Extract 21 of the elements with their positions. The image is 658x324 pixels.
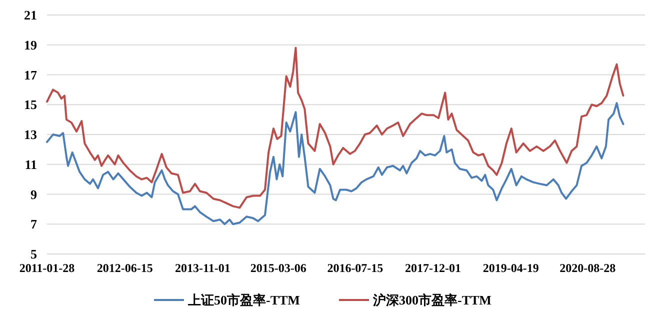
- y-tick-label: 21: [24, 8, 37, 23]
- legend-label: 沪深300市盈率-TTM: [372, 292, 492, 308]
- x-tick-label: 2019-04-19: [482, 261, 539, 275]
- y-tick-label: 9: [30, 186, 38, 202]
- x-tick-label: 2015-03-06: [250, 261, 306, 275]
- x-tick-label: 2016-07-15: [327, 261, 384, 275]
- x-tick-label: 2020-08-28: [560, 261, 616, 275]
- x-tick-label: 2011-01-28: [19, 261, 75, 275]
- x-tick-label: 2012-06-15: [96, 261, 153, 275]
- y-tick-label: 5: [30, 246, 38, 262]
- line-series: [46, 46, 624, 209]
- x-tick-label: 2017-12-01: [405, 261, 462, 275]
- line-series: [46, 102, 624, 226]
- y-tick-label: 17: [24, 67, 38, 82]
- legend-label: 上证50市盈率-TTM: [187, 292, 300, 308]
- x-tick-label: 2013-11-01: [175, 261, 230, 275]
- y-tick-label: 7: [30, 216, 38, 232]
- y-tick-label: 15: [24, 97, 38, 112]
- y-tick-label: 11: [24, 156, 37, 172]
- y-tick-label: 13: [24, 127, 38, 142]
- y-tick-label: 19: [24, 37, 38, 52]
